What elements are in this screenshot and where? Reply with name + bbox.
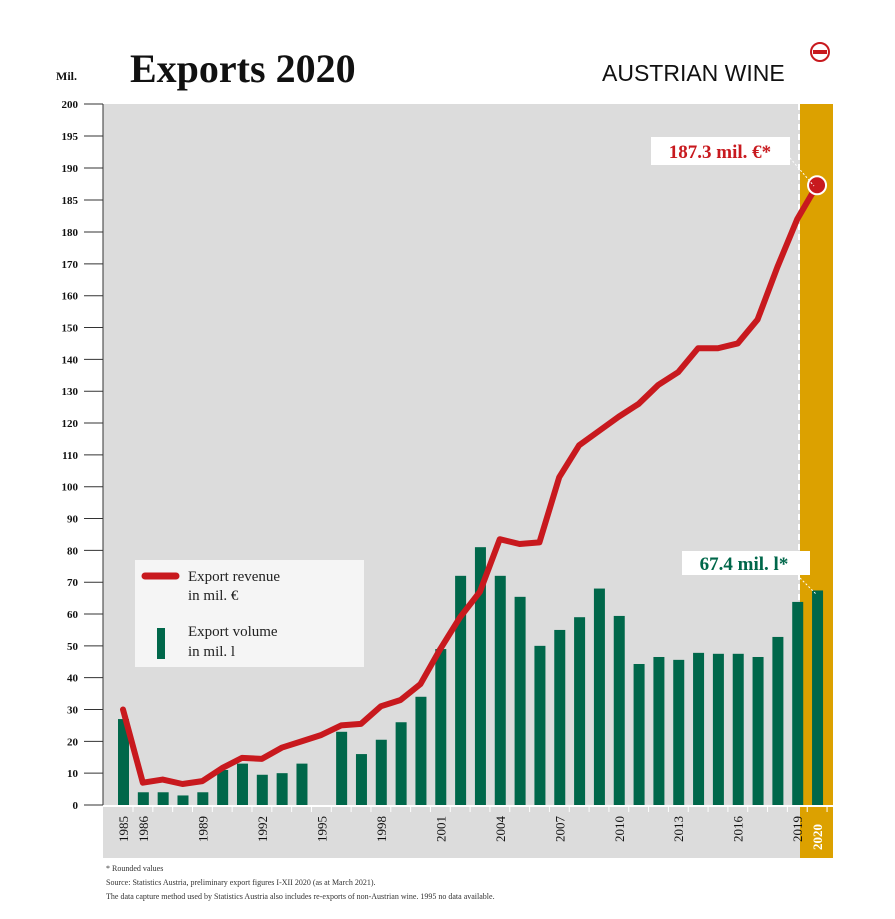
- volume-bar-1992: [256, 774, 268, 805]
- y-tick-label: 200: [62, 99, 79, 111]
- legend-revenue-unit: in mil. €: [188, 588, 239, 604]
- volume-bar-1985: [118, 719, 129, 805]
- y-tick-label: 110: [62, 450, 78, 462]
- revenue-callout: 187.3 mil. €*: [669, 142, 771, 163]
- x-tick-label: 1992: [255, 816, 270, 842]
- legend-volume-unit: in mil. l: [188, 644, 235, 660]
- footnote-method: The data capture method used by Statisti…: [106, 892, 495, 901]
- y-tick-label: 190: [62, 163, 79, 175]
- y-tick-label: 30: [67, 705, 79, 717]
- legend-volume-label: Export volume: [188, 624, 278, 640]
- y-tick-label: 120: [62, 418, 79, 430]
- y-tick-label: 40: [67, 673, 79, 685]
- volume-bar-2018: [772, 636, 784, 805]
- y-tick-label: 60: [67, 609, 79, 621]
- volume-bar-2020: [812, 590, 824, 805]
- x-tick-label: 2004: [493, 816, 508, 843]
- volume-bar-2000: [415, 696, 427, 805]
- revenue-callout-box: [651, 137, 790, 165]
- volume-bar-2008: [574, 617, 586, 805]
- volume-bar-2019: [792, 601, 804, 805]
- x-tick-label: 2019: [790, 816, 805, 842]
- volume-bar-2015: [712, 653, 724, 805]
- y-tick-label: 70: [67, 577, 79, 589]
- volume-bar-2007: [554, 629, 566, 805]
- y-tick-label: 80: [67, 545, 79, 557]
- y-tick-label: 0: [73, 800, 79, 812]
- volume-bar-1993: [276, 773, 288, 805]
- y-tick-label: 180: [62, 227, 79, 239]
- x-tick-label: 2001: [433, 816, 448, 842]
- volume-callout: 67.4 mil. l*: [700, 554, 789, 575]
- volume-bar-1986: [137, 792, 149, 805]
- footnote-rounded: * Rounded values: [106, 864, 164, 873]
- y-tick-label: 185: [62, 195, 79, 207]
- x-tick-label: 2007: [552, 816, 567, 843]
- y-tick-label: 160: [62, 291, 79, 303]
- volume-bar-1988: [177, 795, 189, 805]
- x-tick-label: 1998: [374, 816, 389, 842]
- y-tick-label: 90: [67, 514, 79, 526]
- volume-bar-1987: [157, 792, 169, 805]
- volume-bar-2006: [534, 645, 546, 805]
- volume-bar-2012: [653, 656, 665, 805]
- legend-volume-swatch: [157, 628, 165, 659]
- revenue-line: [120, 182, 821, 787]
- brand-logo-icon: [810, 42, 830, 62]
- volume-bar-2004: [494, 575, 506, 805]
- volume-bar-1998: [375, 739, 387, 805]
- xaxis-background: [103, 805, 800, 858]
- x-tick-label: 1995: [314, 816, 329, 842]
- brand-logo-text: AUSTRIAN WINE: [602, 60, 785, 86]
- x-tick-label: 2016: [731, 816, 746, 843]
- volume-bar-2010: [613, 615, 625, 805]
- volume-bar-1994: [296, 763, 308, 805]
- y-tick-label: 195: [62, 131, 79, 143]
- y-tick-label: 140: [62, 354, 79, 366]
- y-unit-label: Mil.: [56, 69, 77, 83]
- x-tick-label: 2010: [612, 816, 627, 842]
- x-tick-label: 2020: [810, 824, 825, 850]
- volume-bar-2003: [474, 547, 486, 805]
- chart-title: Exports 2020: [130, 46, 356, 91]
- y-tick-label: 10: [67, 768, 79, 780]
- legend: Export revenue in mil. € Export volume i…: [135, 560, 364, 667]
- volume-bar-2013: [673, 659, 685, 805]
- y-tick-label: 150: [62, 323, 79, 335]
- volume-bar-2009: [593, 588, 605, 805]
- revenue-2020-marker: [807, 175, 828, 196]
- volume-bar-1999: [395, 722, 407, 805]
- x-tick-label: 1985: [116, 816, 131, 842]
- volume-bar-2016: [732, 653, 744, 805]
- x-tick-label: 1986: [136, 816, 151, 843]
- y-tick-label: 20: [67, 736, 79, 748]
- volume-bar-1996: [336, 731, 348, 805]
- volume-bar-2001: [435, 649, 447, 805]
- y-tick-label: 100: [62, 482, 79, 494]
- x-tick-label: 1989: [195, 816, 210, 842]
- volume-bar-1997: [355, 754, 367, 805]
- legend-revenue-label: Export revenue: [188, 569, 280, 585]
- footnote-source: Source: Statistics Austria, preliminary …: [106, 878, 376, 887]
- volume-bar-1990: [217, 769, 229, 805]
- y-tick-label: 170: [62, 259, 79, 271]
- volume-bar-1989: [197, 792, 209, 805]
- x-tick-label: 2013: [671, 816, 686, 842]
- volume-bar-2014: [693, 652, 705, 805]
- volume-bar-2005: [514, 596, 526, 805]
- volume-bar-2017: [752, 656, 764, 805]
- volume-bar-2011: [633, 663, 645, 805]
- y-tick-label: 50: [67, 641, 79, 653]
- volume-callout-box: [682, 551, 810, 575]
- volume-bar-2002: [455, 575, 467, 805]
- volume-bar-1991: [236, 763, 248, 805]
- y-tick-label: 130: [62, 386, 79, 398]
